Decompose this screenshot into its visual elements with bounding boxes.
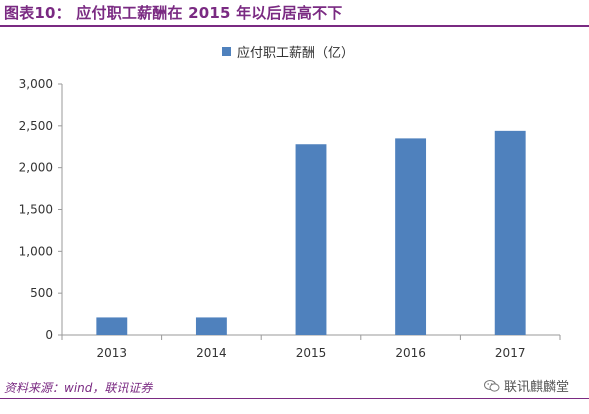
x-tick-label: 2016 — [395, 346, 426, 360]
x-tick-label: 2017 — [495, 346, 526, 360]
bar — [395, 138, 427, 335]
y-tick-label: 500 — [30, 286, 53, 300]
source-note: 资料来源：wind，联讯证券 — [4, 381, 153, 395]
footer-divider — [0, 398, 589, 399]
watermark: 联讯麒麟堂 — [483, 376, 569, 395]
x-tick-label: 2015 — [296, 346, 327, 360]
x-tick-label: 2014 — [196, 346, 227, 360]
bar — [195, 317, 227, 335]
bar — [295, 144, 327, 335]
y-tick-label: 2,500 — [19, 119, 53, 133]
legend-swatch — [222, 47, 231, 56]
y-tick-label: 0 — [45, 328, 53, 342]
title-divider — [0, 25, 589, 27]
figure-title: 图表10： 应付职工薪酬在 2015 年以后居高不下 — [4, 4, 343, 22]
y-tick-label: 1,000 — [19, 244, 53, 258]
wechat-icon — [483, 379, 500, 392]
bar — [96, 317, 128, 335]
x-tick-label: 2013 — [97, 346, 128, 360]
bar — [494, 130, 526, 335]
y-tick-label: 3,000 — [19, 77, 53, 91]
y-tick-label: 1,500 — [19, 203, 53, 217]
y-tick-label: 2,000 — [19, 161, 53, 175]
legend-label: 应付职工薪酬（亿） — [237, 46, 355, 61]
watermark-text: 联讯麒麟堂 — [503, 380, 569, 395]
chart-legend: 应付职工薪酬（亿） — [222, 42, 354, 61]
